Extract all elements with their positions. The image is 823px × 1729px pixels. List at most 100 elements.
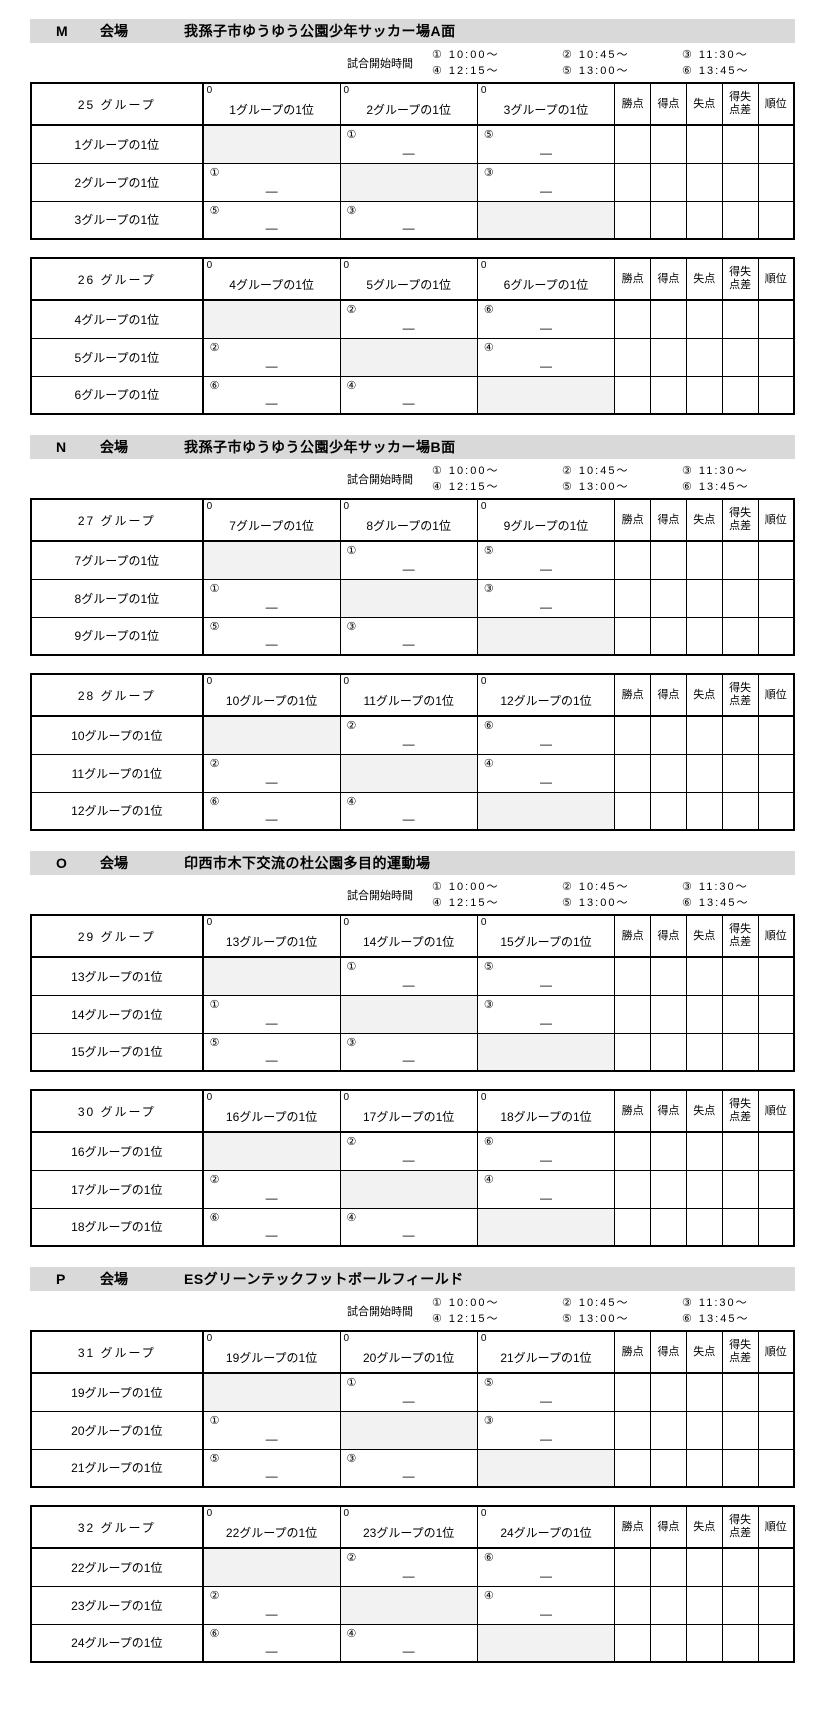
opponent-name: 20グループの1位 bbox=[363, 1351, 455, 1365]
stat-value-cell bbox=[685, 1032, 723, 1072]
stat-value-cell bbox=[685, 1372, 723, 1412]
score-dash: — bbox=[265, 221, 278, 235]
stat-value-cell bbox=[614, 1032, 652, 1072]
stat-label-line1: 順位 bbox=[764, 272, 787, 285]
stat-column-header: 得点 bbox=[650, 498, 687, 542]
stat-column-header: 得失 点差 bbox=[721, 1089, 759, 1133]
schedule-time: ① 10:00～ bbox=[432, 465, 500, 477]
venue-header-bar: O 会場 印西市木下交流の杜公園多目的運動場 bbox=[30, 851, 795, 875]
score-placeholder: 0 bbox=[343, 1508, 350, 1519]
schedule-time: ⑤ 13:00～ bbox=[562, 481, 630, 493]
score-dash: — bbox=[402, 1053, 415, 1067]
score-placeholder: 0 bbox=[343, 917, 350, 928]
stat-value-cell bbox=[757, 1131, 795, 1171]
team-name-cell: 23グループの1位 bbox=[30, 1585, 204, 1625]
schedule-time: ② 10:45～ bbox=[562, 881, 630, 893]
match-number: ② bbox=[209, 1173, 220, 1186]
stat-value-cell bbox=[685, 994, 723, 1034]
schedule-time: ① 10:00～ bbox=[432, 1297, 500, 1309]
match-cell: ④ — bbox=[476, 1169, 616, 1209]
tournament-sheet: M 会場 我孫子市ゆうゆう公園少年サッカー場A面 試合開始時間 ① 10:00～… bbox=[30, 19, 795, 1663]
match-number: ⑥ bbox=[483, 1552, 494, 1564]
stat-value-cell bbox=[721, 1207, 759, 1247]
score-placeholder: 0 bbox=[480, 1508, 487, 1519]
stat-value-cell bbox=[650, 1372, 687, 1412]
opponent-name: 16グループの1位 bbox=[225, 1110, 318, 1124]
team-name-cell: 1グループの1位 bbox=[30, 124, 204, 164]
match-cell: ⑥ — bbox=[202, 791, 341, 831]
schedule-time: ⑥ 13:45～ bbox=[682, 65, 750, 77]
stat-value-cell bbox=[685, 753, 723, 793]
schedule-time: ① 10:00～ bbox=[432, 881, 500, 893]
stat-value-cell bbox=[650, 956, 687, 996]
stat-value-cell bbox=[614, 1372, 652, 1412]
team-name-cell: 2グループの1位 bbox=[30, 162, 204, 202]
stat-column-header: 得失 点差 bbox=[721, 1505, 759, 1549]
stat-column-header: 得点 bbox=[650, 1089, 687, 1133]
stat-value-cell bbox=[614, 616, 652, 656]
stat-column-header: 失点 bbox=[685, 1089, 723, 1133]
stat-value-cell bbox=[757, 578, 795, 618]
table-row: 14グループの1位 ① — ③ — bbox=[30, 994, 795, 1034]
stat-column-header: 勝点 bbox=[614, 82, 652, 126]
venue-letter: N bbox=[56, 439, 67, 455]
match-number: ④ bbox=[483, 1173, 494, 1186]
header-row: 31 グループ 0 19グループの1位 0 20グループの1位 0 21グループの1位 勝点得… bbox=[30, 1330, 795, 1374]
venue-section-M: M 会場 我孫子市ゆうゆう公園少年サッカー場A面 試合開始時間 ① 10:00～… bbox=[30, 19, 795, 415]
match-cell: ② — bbox=[339, 715, 478, 755]
group-table: 29 グループ 0 13グループの1位 0 14グループの1位 0 15グループの1位 勝点得… bbox=[30, 914, 795, 1072]
table-row: 11グループの1位 ② — ④ — bbox=[30, 753, 795, 793]
table-row: 12グループの1位 ⑥ — ④ — bbox=[30, 791, 795, 831]
stat-label-line1: 順位 bbox=[764, 688, 787, 701]
opponent-column-header: 0 13グループの1位 bbox=[202, 914, 341, 958]
stat-column-header: 勝点 bbox=[614, 257, 652, 301]
table-row: 18グループの1位 ⑥ — ④ — bbox=[30, 1207, 795, 1247]
opponent-column-header: 0 11グループの1位 bbox=[339, 673, 478, 717]
venue-section-N: N 会場 我孫子市ゆうゆう公園少年サッカー場B面 試合開始時間 ① 10:00～… bbox=[30, 435, 795, 831]
team-name-cell: 15グループの1位 bbox=[30, 1032, 204, 1072]
score-dash: — bbox=[539, 358, 552, 373]
score-dash: — bbox=[539, 977, 552, 992]
stat-value-cell bbox=[757, 791, 795, 831]
venue-header-bar: M 会場 我孫子市ゆうゆう公園少年サッカー場A面 bbox=[30, 19, 795, 43]
stat-label-line1: 得点 bbox=[657, 513, 680, 526]
score-dash: — bbox=[539, 183, 552, 198]
group-number-cell: 31 グループ bbox=[30, 1330, 204, 1374]
table-row: 6グループの1位 ⑥ — ④ — bbox=[30, 375, 795, 415]
score-dash: — bbox=[539, 1568, 552, 1583]
match-number: ⑥ bbox=[483, 1136, 494, 1148]
schedule-block: 試合開始時間 ① 10:00～ ② 10:45～ ③ 11:30～ ④ 12:15～ ⑤… bbox=[30, 47, 795, 79]
stat-column-header: 得失 点差 bbox=[721, 498, 759, 542]
opponent-name: 7グループの1位 bbox=[229, 519, 314, 533]
score-dash: — bbox=[539, 1015, 552, 1030]
stat-value-cell bbox=[650, 1585, 687, 1625]
match-cell: ③ — bbox=[339, 1448, 478, 1488]
stat-value-cell bbox=[650, 375, 687, 415]
schedule-time: ⑥ 13:45～ bbox=[682, 897, 750, 909]
stat-value-cell bbox=[757, 540, 795, 580]
match-number: ⑤ bbox=[483, 961, 494, 973]
schedule-time: ④ 12:15～ bbox=[432, 65, 500, 77]
score-dash: — bbox=[265, 396, 278, 410]
stat-value-cell bbox=[721, 578, 759, 618]
score-dash: — bbox=[402, 145, 415, 160]
stat-value-cell bbox=[721, 337, 759, 377]
opponent-name: 12グループの1位 bbox=[500, 694, 592, 708]
schedule-time: ⑥ 13:45～ bbox=[682, 1313, 750, 1325]
opponent-name: 11グループの1位 bbox=[363, 694, 454, 708]
stat-label-line1: 得失 bbox=[729, 923, 752, 935]
team-name-cell: 20グループの1位 bbox=[30, 1410, 204, 1450]
score-dash: — bbox=[539, 1190, 552, 1205]
match-number: ④ bbox=[483, 757, 494, 770]
stat-value-cell bbox=[614, 337, 652, 377]
match-cell: ④ — bbox=[476, 337, 616, 377]
self-match-cell bbox=[202, 299, 341, 339]
match-cell: ⑤ — bbox=[202, 616, 341, 656]
stat-label-line2: 点差 bbox=[729, 695, 752, 707]
team-name-cell: 16グループの1位 bbox=[30, 1131, 204, 1171]
group-number-cell: 26 グループ bbox=[30, 257, 204, 301]
schedule-times: ① 10:00～ ② 10:45～ ③ 11:30～ ④ 12:15～ ⑤ 13:00～… bbox=[432, 879, 795, 911]
self-match-cell bbox=[202, 540, 341, 580]
schedule-time: ③ 11:30～ bbox=[682, 881, 749, 893]
table-row: 2グループの1位 ① — ③ — bbox=[30, 162, 795, 202]
